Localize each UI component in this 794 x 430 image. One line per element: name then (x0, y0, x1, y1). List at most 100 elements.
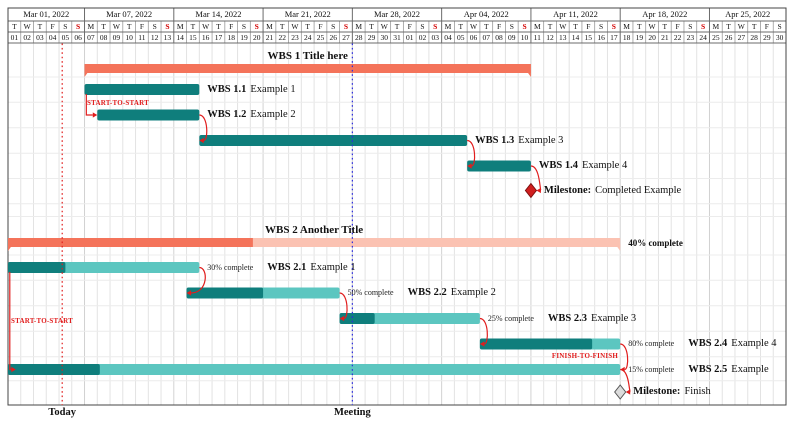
calendar-day-letter: S (76, 22, 81, 31)
calendar-day-number: 22 (673, 33, 682, 42)
calendar-day-number: 09 (112, 33, 121, 42)
calendar-day-number: 28 (354, 33, 363, 42)
calendar-day-number: 10 (520, 33, 529, 42)
calendar-day-letter: M (712, 22, 720, 31)
milestone-desc-m1: Completed Example (595, 184, 682, 196)
link-arrowhead (186, 290, 192, 296)
calendar-day-letter: S (598, 22, 604, 31)
calendar-day-number: 28 (750, 33, 758, 42)
task-progress-t21: 30% complete (207, 262, 254, 272)
calendar-day-letter: S (611, 22, 616, 31)
link-label-4: START-TO-START (11, 317, 73, 325)
milestone-m2-diamond (614, 384, 627, 400)
task-wbs-t13: WBS 1.3 (475, 134, 515, 146)
task-desc-t23: Example 3 (590, 312, 637, 324)
calendar-day-letter: W (23, 22, 31, 31)
calendar-day-number: 15 (189, 33, 197, 42)
calendar-day-letter: W (202, 22, 210, 31)
task-desc-t14: Example 4 (582, 160, 628, 171)
task-label-t14: WBS 1.4 Example 4 (539, 159, 627, 172)
calendar-day-number: 02 (418, 33, 427, 42)
calendar-day-number: 08 (495, 33, 503, 42)
calendar-day-letter: T (547, 22, 553, 31)
calendar-day-number: 16 (201, 33, 210, 42)
calendar-day-letter: M (355, 22, 363, 31)
group-title-g1: WBS 1 Title here (267, 50, 348, 62)
calendar-day-number: 03 (431, 33, 440, 42)
calendar-day-letter: T (12, 22, 17, 31)
calendar-week-label: Mar 07, 2022 (106, 9, 153, 19)
calendar-day-letter: M (623, 22, 630, 31)
calendar-day-number: 19 (635, 33, 644, 42)
calendar-day-number: 04 (48, 33, 57, 42)
calendar-day-letter: S (241, 22, 247, 31)
task-desc-t12: Example 2 (250, 109, 296, 120)
task-label-t12: WBS 1.2 Example 2 (207, 108, 295, 121)
calendar-day-letter: T (458, 22, 464, 31)
calendar-day-letter: T (483, 22, 489, 31)
task-label-t24: WBS 2.4 Example 4 (688, 337, 776, 350)
calendar-day-number: 11 (533, 33, 541, 42)
link-arrowhead (625, 389, 631, 395)
task-wbs-t11: WBS 1.1 (207, 83, 247, 95)
task-wbs-t25: WBS 2.5 (688, 363, 728, 375)
calendar-day-letter: T (369, 22, 374, 31)
calendar-day-number: 15 (584, 33, 593, 42)
calendar-day-number: 26 (329, 33, 337, 42)
task-progress-t24: 80% complete (628, 339, 675, 348)
task-wbs-t12: WBS 1.2 (207, 109, 247, 120)
calendar-day-number: 22 (278, 33, 286, 42)
calendar-day-number: 25 (712, 33, 720, 42)
task-wbs-t23: WBS 2.3 (547, 312, 587, 324)
calendar-day-number: 27 (342, 33, 350, 42)
calendar-day-letter: S (433, 22, 438, 31)
link-arrowhead (467, 163, 472, 169)
calendar-week-label: Apr 04, 2022 (463, 9, 509, 19)
task-bar-t12 (97, 109, 200, 121)
calendar-day-letter: F (318, 22, 323, 31)
calendar-day-letter: T (190, 22, 196, 31)
calendar-week-label: Mar 14, 2022 (195, 9, 242, 19)
calendar-day-number: 07 (87, 33, 95, 42)
link-finish-to-start (466, 139, 476, 167)
calendar-day-number: 18 (622, 33, 631, 42)
calendar-day-number: 05 (61, 33, 70, 42)
chart-border (7, 7, 787, 406)
calendar-day-letter: W (559, 22, 567, 31)
calendar-day-number: 24 (699, 33, 707, 42)
link-arrowhead (11, 366, 16, 373)
task-label-t21: WBS 2.1 Example 1 (267, 261, 355, 274)
link-finish-to-start (190, 266, 206, 294)
task-bar-t21-complete (8, 262, 66, 273)
calendar-day-number: 27 (737, 33, 746, 42)
calendar-day-letter: T (662, 22, 668, 31)
calendar-day-letter: S (63, 22, 68, 31)
calendar-day-number: 25 (316, 33, 325, 42)
milestone-prefix-m1: Milestone: (543, 184, 592, 196)
group-title-g2: WBS 2 Another Title (265, 224, 364, 236)
group-bar-g2-remaining (8, 238, 621, 247)
calendar-day-number: 29 (367, 33, 376, 42)
calendar-day-letter: M (176, 22, 184, 31)
calendar-day-letter: F (229, 22, 234, 31)
calendar-day-number: 26 (724, 33, 733, 42)
calendar-day-letter: T (726, 22, 731, 31)
link-arrowhead (199, 137, 204, 144)
task-wbs-t21: WBS 2.1 (267, 261, 307, 273)
task-bar-t23-complete (339, 313, 375, 324)
task-label-t23: WBS 2.3 Example 3 (548, 312, 636, 325)
task-progress-t23: 25% complete (487, 313, 534, 323)
calendar-day-number: 13 (559, 33, 567, 42)
task-wbs-t24: WBS 2.4 (688, 338, 728, 349)
calendar-day-letter: W (112, 22, 120, 31)
calendar-day-number: 05 (457, 33, 465, 42)
calendar-day-number: 04 (444, 33, 452, 42)
calendar-day-number: 23 (686, 33, 695, 42)
calendar-day-number: 31 (393, 33, 401, 42)
calendar-day-number: 03 (36, 33, 44, 42)
task-label-t11: WBS 1.1 Example 1 (207, 83, 295, 96)
calendar-day-number: 16 (597, 33, 605, 42)
calendar-week-label: Mar 28, 2022 (373, 9, 421, 19)
